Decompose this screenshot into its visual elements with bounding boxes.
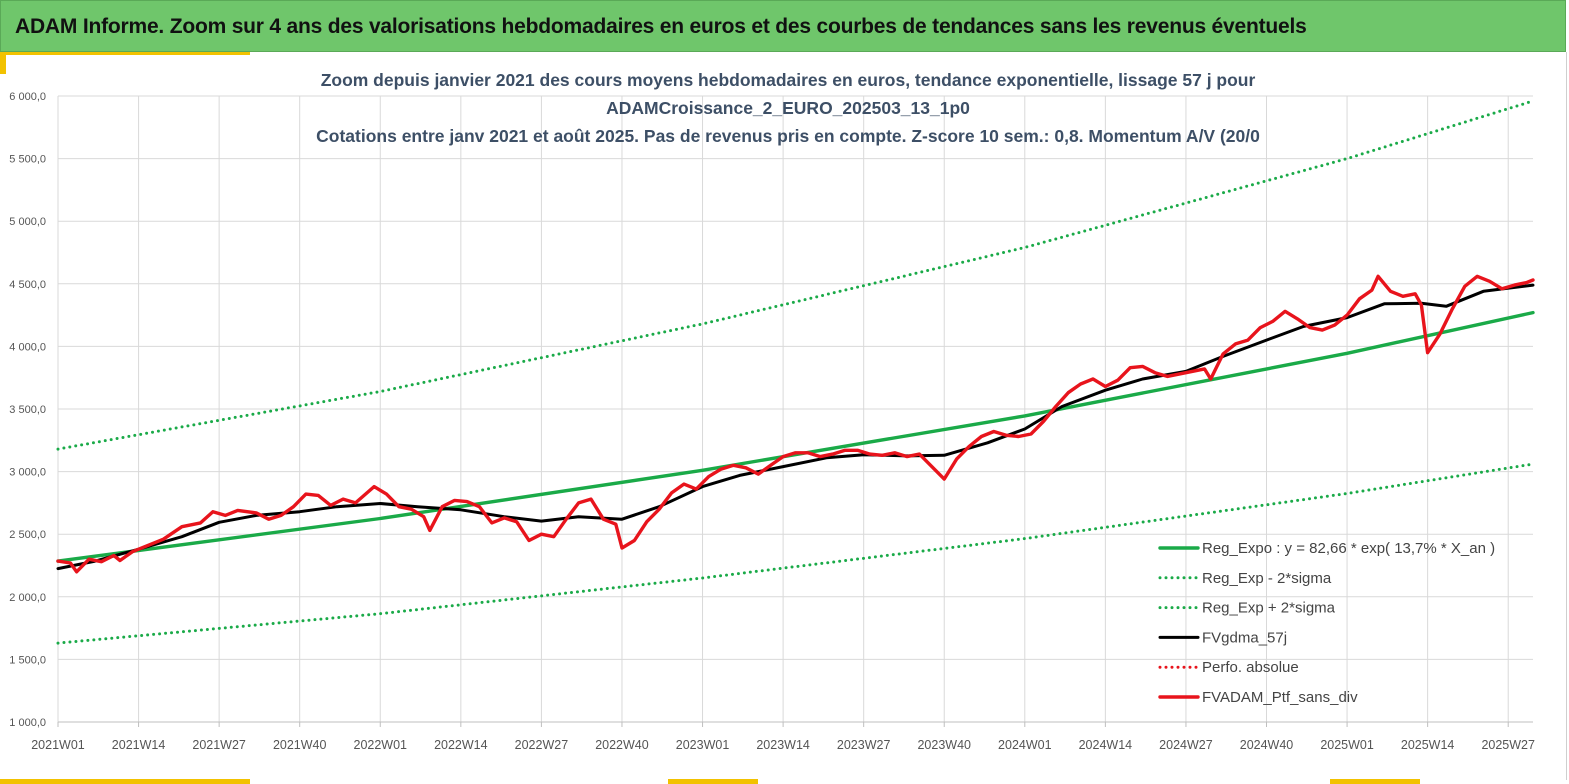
series-line-2 [56, 99, 1535, 451]
y-tick-label: 4 000,0 [9, 341, 46, 353]
x-tick-label: 2025W27 [1481, 738, 1535, 752]
x-tick-label: 2021W40 [273, 738, 327, 752]
accent-bar-bottom-2 [668, 779, 758, 784]
legend-label: Reg_Exp + 2*sigma [1202, 600, 1336, 617]
series-line-1 [56, 462, 1535, 645]
x-tick-label: 2021W01 [31, 738, 85, 752]
accent-bar-top [3, 52, 250, 55]
y-tick-label: 2 000,0 [9, 592, 46, 604]
banner: ADAM Informe. Zoom sur 4 ans des valoris… [0, 0, 1566, 52]
x-tick-label: 2023W14 [756, 738, 810, 752]
legend-label: FVgdma_57j [1202, 629, 1287, 646]
x-tick-label: 2023W01 [676, 738, 730, 752]
y-tick-label: 4 500,0 [9, 279, 46, 291]
x-tick-label: 2025W01 [1320, 738, 1374, 752]
legend-label: Reg_Expo : y = 82,66 * exp( 13,7% * X_an… [1202, 540, 1495, 557]
legend-label: FVADAM_Ptf_sans_div [1202, 689, 1358, 706]
y-tick-label: 1 500,0 [9, 654, 46, 666]
chart-title-line-1: Zoom depuis janvier 2021 des cours moyen… [320, 70, 1256, 90]
x-tick-label: 2021W14 [112, 738, 166, 752]
y-tick-label: 3 000,0 [9, 467, 46, 479]
accent-bar-left [0, 52, 6, 74]
x-tick-label: 2024W27 [1159, 738, 1213, 752]
x-axis-ticks: 2021W01 2021W14 2021W27 2021W40 2022W01 2022W… [31, 738, 1535, 752]
y-tick-label: 6 000,0 [9, 91, 46, 103]
x-tick-label: 2022W14 [434, 738, 488, 752]
x-tick-label: 2024W40 [1240, 738, 1294, 752]
y-tick-label: 1 000,0 [9, 717, 46, 729]
y-axis-ticks: 1 000,0 1 500,0 2 000,0 2 500,0 3 000,0 3 500… [9, 91, 46, 729]
accent-bar-bottom [0, 779, 250, 784]
x-tick-label: 2024W14 [1079, 738, 1133, 752]
x-tick-label: 2024W01 [998, 738, 1052, 752]
grid [57, 95, 1533, 727]
x-tick-label: 2023W40 [917, 738, 971, 752]
x-tick-label: 2022W40 [595, 738, 649, 752]
legend-label: Reg_Exp - 2*sigma [1202, 570, 1332, 587]
x-tick-label: 2025W14 [1401, 738, 1455, 752]
series-line-0 [56, 310, 1535, 563]
chart-title-line-2: ADAMCroissance_2_EURO_202503_13_1p0 [606, 98, 970, 118]
y-tick-label: 3 500,0 [9, 404, 46, 416]
series [56, 99, 1535, 645]
y-tick-label: 5 000,0 [9, 216, 46, 228]
x-tick-label: 2022W27 [515, 738, 569, 752]
y-tick-label: 2 500,0 [9, 529, 46, 541]
banner-title: ADAM Informe. Zoom sur 4 ans des valoris… [15, 15, 1307, 38]
x-tick-label: 2022W01 [354, 738, 408, 752]
x-tick-label: 2021W27 [192, 738, 246, 752]
accent-bar-bottom-3 [1330, 779, 1420, 784]
legend: Reg_Expo : y = 82,66 * exp( 13,7% * X_an… [1158, 540, 1495, 706]
x-tick-label: 2023W27 [837, 738, 891, 752]
chart-area [0, 52, 1567, 780]
y-tick-label: 5 500,0 [9, 154, 46, 166]
series-line-5 [56, 274, 1535, 574]
series-line-3 [56, 283, 1535, 571]
chart-title-line-3: Cotations entre janv 2021 et août 2025. … [316, 126, 1260, 146]
legend-label: Perfo. absolue [1202, 659, 1299, 676]
